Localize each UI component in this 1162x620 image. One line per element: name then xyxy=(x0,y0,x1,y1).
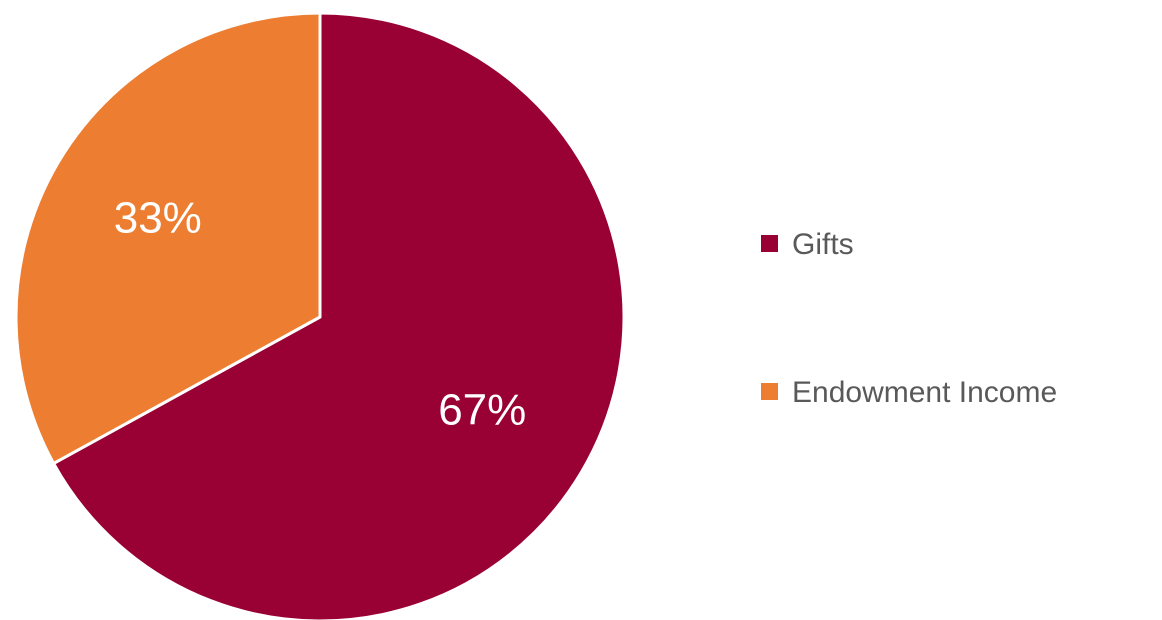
data-label-gifts: 67% xyxy=(438,386,526,435)
pie-slice-endowment-income[interactable] xyxy=(14,11,322,465)
legend-swatch-endowment-income xyxy=(761,383,778,400)
data-label-endowment-income: 33% xyxy=(114,194,202,243)
legend-label-endowment-income: Endowment Income xyxy=(792,376,1057,409)
legend-swatch-gifts xyxy=(761,235,778,252)
legend-entry-endowment-income[interactable]: Endowment Income xyxy=(761,376,1057,409)
pie-slice-gifts[interactable] xyxy=(52,11,626,620)
legend-entry-gifts[interactable]: Gifts xyxy=(761,228,854,261)
pie-slice-labels: 67% 33% xyxy=(114,194,527,435)
legend: Gifts Endowment Income xyxy=(761,228,1057,409)
legend-label-gifts: Gifts xyxy=(792,228,854,261)
pie-slices xyxy=(14,11,626,620)
